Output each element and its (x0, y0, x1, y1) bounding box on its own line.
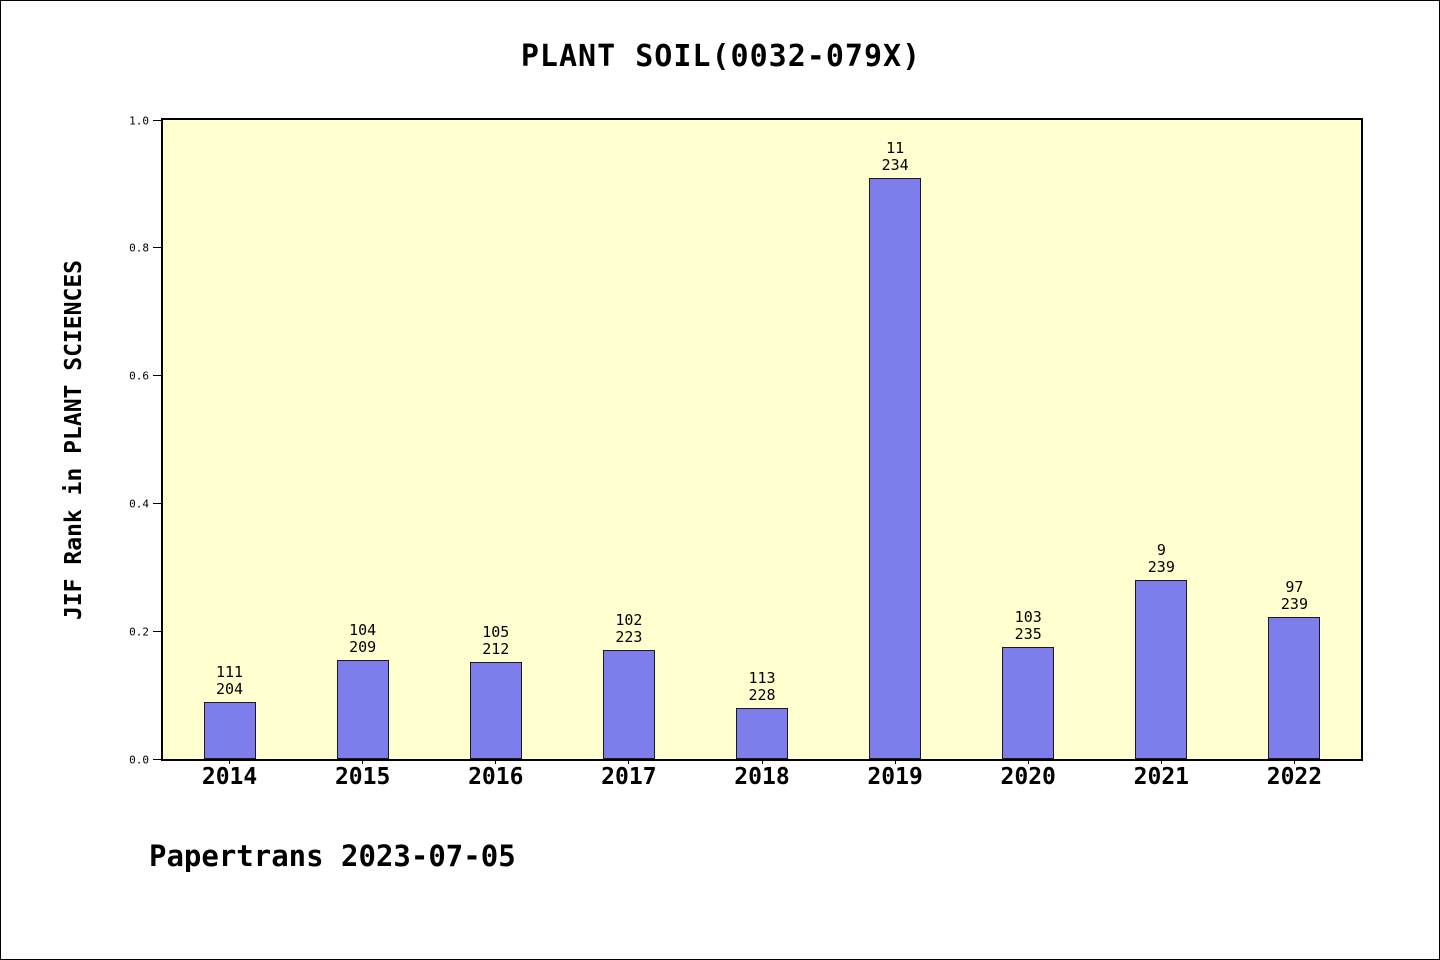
x-tick-label-2020: 2020 (1000, 764, 1056, 790)
x-tick-mark-2018 (761, 759, 763, 764)
bar-rank-2017: 102 (615, 611, 643, 630)
bar-2019 (869, 177, 922, 759)
bar-value-label-2017: 102 223 (569, 612, 689, 646)
bar-2021 (1135, 580, 1188, 759)
y-tick-mark (153, 247, 161, 249)
y-axis-label-text: JIF Rank in PLANT SCIENCES (61, 259, 87, 621)
y-tick-mark (153, 119, 161, 121)
bar-rank-2015: 104 (349, 620, 377, 639)
y-tick-mark (153, 630, 161, 632)
footer-text: Papertrans 2023-07-05 (149, 839, 516, 873)
bar-rank-2018: 113 (748, 668, 776, 687)
bar-total-2019: 234 (881, 155, 909, 174)
x-tick-mark-2021 (1160, 759, 1162, 764)
x-tick-label-2021: 2021 (1133, 764, 1190, 790)
x-tick-label-2019: 2019 (867, 764, 923, 790)
bar-rank-2022: 97 (1285, 578, 1304, 597)
bar-value-label-2021: 9 239 (1101, 542, 1221, 576)
x-tick-mark-2020 (1027, 759, 1029, 764)
bar-total-2017: 223 (615, 628, 643, 647)
bar-rank-2019: 11 (886, 138, 905, 157)
chart-title: PLANT SOIL(0032-079X) (520, 39, 922, 74)
x-tick-mark-2019 (894, 759, 896, 764)
bar-total-2022: 239 (1280, 595, 1308, 614)
bar-2018 (736, 707, 788, 759)
y-tick-label: 0.2 (129, 625, 149, 639)
y-tick-mark (153, 375, 161, 377)
bar-2020 (1002, 647, 1055, 759)
x-tick-mark-2022 (1293, 759, 1295, 764)
x-tick-label-2017: 2017 (601, 764, 657, 790)
y-tick-label: 0.4 (129, 497, 149, 511)
bar-2017 (602, 650, 655, 759)
bar-2022 (1268, 617, 1321, 759)
bar-total-2015: 209 (349, 637, 377, 656)
bar-rank-2020: 103 (1014, 608, 1042, 627)
bar-value-label-2019: 11 234 (835, 138, 955, 174)
plot-area: 0.0 0.2 0.4 0.6 0.8 1.0 111 204 2014 104 209 2015 10… (129, 114, 1363, 790)
x-tick-mark-2015 (362, 759, 364, 764)
y-tick-label: 1.0 (129, 114, 149, 127)
y-tick-label: 0.8 (129, 241, 149, 255)
x-tick-label-2022: 2022 (1266, 764, 1323, 790)
bar-rank-2016: 105 (482, 622, 510, 641)
y-tick-label: 0.6 (129, 369, 149, 383)
bar-rank-2021: 9 (1156, 541, 1166, 560)
bar-total-2018: 228 (748, 685, 776, 704)
x-tick-label-2015: 2015 (334, 764, 391, 790)
bar-value-label-2018: 113 228 (702, 668, 822, 704)
x-tick-label-2018: 2018 (734, 764, 790, 790)
y-tick-label: 0.0 (129, 753, 149, 766)
bar-2015 (336, 659, 389, 759)
x-tick-label-2016: 2016 (468, 764, 524, 790)
y-tick-mark (153, 758, 161, 760)
x-tick-label-2014: 2014 (201, 764, 258, 790)
bar-total-2020: 235 (1014, 625, 1042, 644)
bar-value-label-2014: 111 204 (170, 662, 290, 698)
bar-value-label-2015: 104 209 (303, 620, 423, 656)
x-tick-mark-2017 (628, 759, 630, 764)
bar-total-2021: 239 (1147, 558, 1175, 577)
y-tick-mark (153, 502, 161, 504)
bar-value-label-2016: 105 212 (436, 622, 556, 658)
bar-2014 (203, 701, 256, 759)
bar-2016 (469, 661, 522, 759)
bar-value-label-2020: 103 235 (968, 609, 1088, 643)
bar-total-2016: 212 (482, 639, 510, 658)
bar-rank-2014: 111 (216, 662, 244, 681)
bar-value-label-2022: 97 239 (1234, 579, 1354, 613)
bar-total-2014: 204 (216, 679, 244, 698)
x-tick-mark-2016 (495, 759, 497, 764)
x-tick-mark-2014 (229, 759, 231, 764)
